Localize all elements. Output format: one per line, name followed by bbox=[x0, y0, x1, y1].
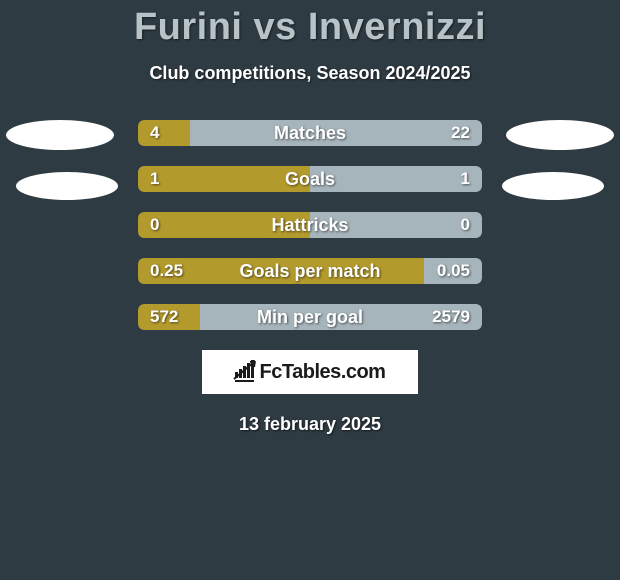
player-left-badge-placeholder bbox=[6, 120, 114, 150]
date-label: 13 february 2025 bbox=[0, 414, 620, 435]
stat-row: 422Matches bbox=[138, 120, 482, 146]
brand-bar bbox=[247, 363, 250, 378]
brand-bar bbox=[251, 360, 254, 378]
brand-bar bbox=[243, 366, 246, 378]
player-right-badge-placeholder bbox=[506, 120, 614, 150]
stat-rows: 422Matches11Goals00Hattricks0.250.05Goal… bbox=[138, 120, 482, 330]
stat-value-right: 0 bbox=[449, 212, 482, 238]
stat-value-left: 0 bbox=[138, 212, 171, 238]
bar-chart-icon bbox=[235, 362, 254, 382]
brand-box: FcTables.com bbox=[202, 350, 418, 394]
stat-row: 0.250.05Goals per match bbox=[138, 258, 482, 284]
stat-value-right: 2579 bbox=[420, 304, 482, 330]
brand-text: FcTables.com bbox=[260, 361, 386, 384]
stat-row: 00Hattricks bbox=[138, 212, 482, 238]
stat-value-left: 1 bbox=[138, 166, 171, 192]
stat-value-right: 22 bbox=[439, 120, 482, 146]
stat-value-right: 1 bbox=[449, 166, 482, 192]
stat-row: 5722579Min per goal bbox=[138, 304, 482, 330]
brand-bar bbox=[235, 372, 238, 378]
comparison-chart: 422Matches11Goals00Hattricks0.250.05Goal… bbox=[0, 120, 620, 330]
stat-row: 11Goals bbox=[138, 166, 482, 192]
page-title: Furini vs Invernizzi bbox=[0, 0, 620, 49]
stat-value-left: 4 bbox=[138, 120, 171, 146]
brand-bar bbox=[239, 369, 242, 378]
stat-value-left: 0.25 bbox=[138, 258, 195, 284]
team-right-badge-placeholder bbox=[502, 172, 604, 200]
stat-value-left: 572 bbox=[138, 304, 190, 330]
team-left-badge-placeholder bbox=[16, 172, 118, 200]
subtitle: Club competitions, Season 2024/2025 bbox=[0, 63, 620, 84]
stat-value-right: 0.05 bbox=[425, 258, 482, 284]
